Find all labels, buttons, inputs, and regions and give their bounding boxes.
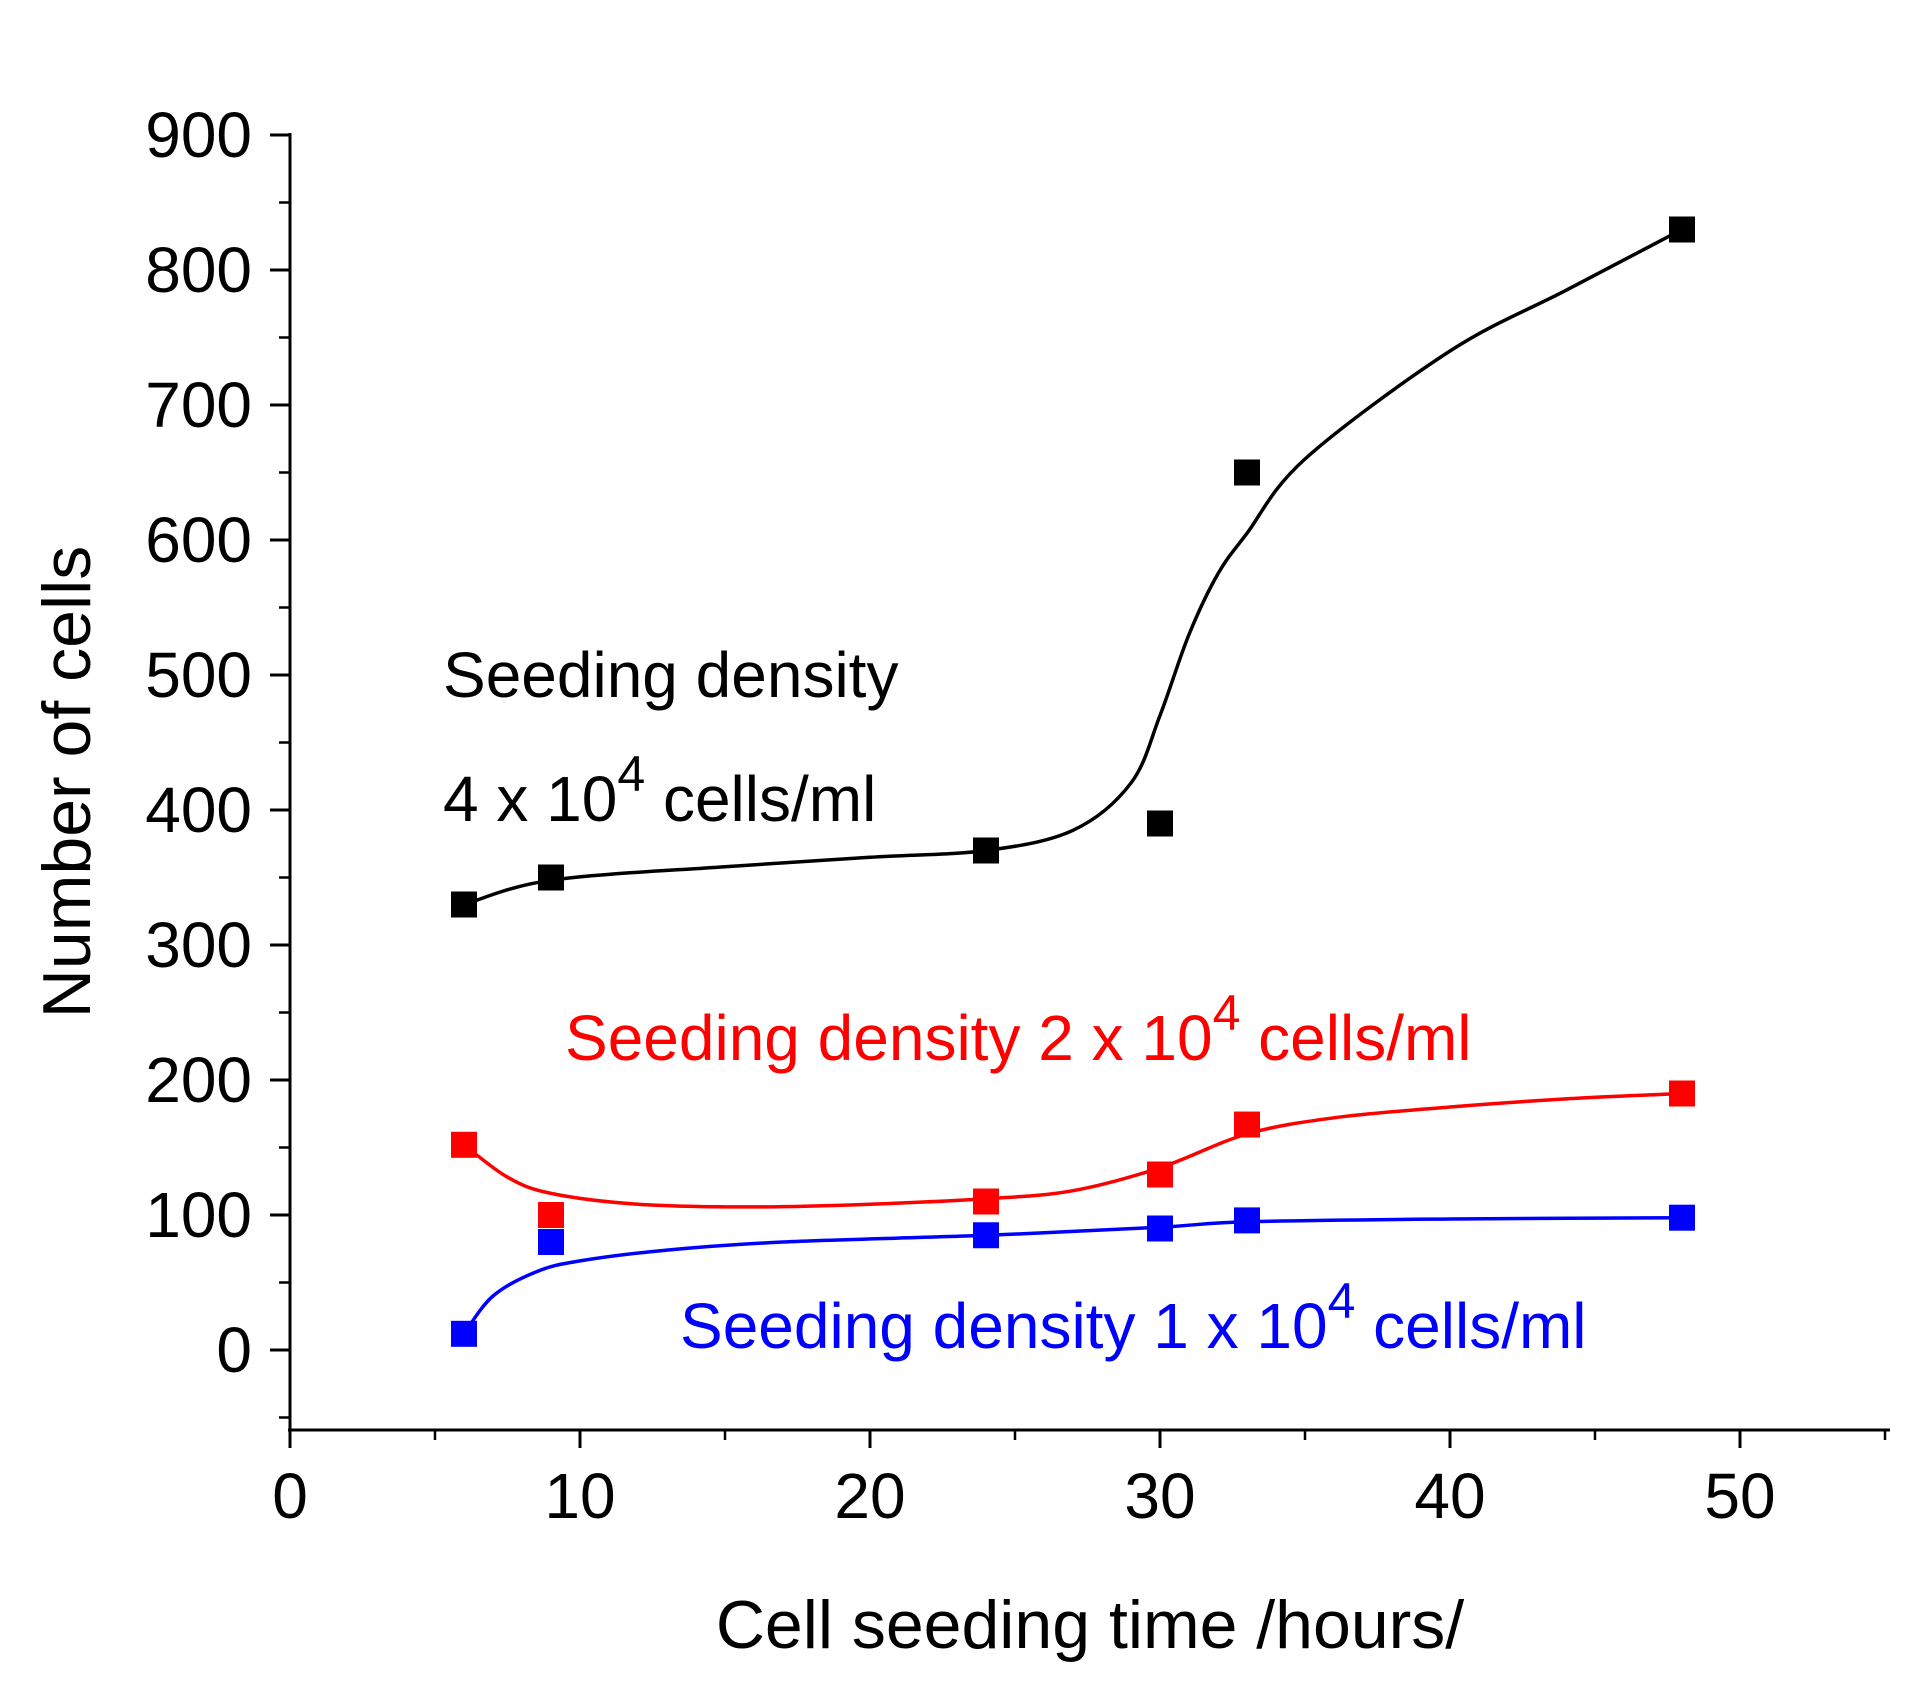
y-tick-label: 400 [145, 774, 252, 846]
annotation-black-exponent: 4 [617, 746, 645, 802]
x-tick-label: 40 [1414, 1460, 1485, 1532]
data-point-black [1234, 459, 1260, 486]
annotation-black-suffix: cells/ml [645, 763, 876, 835]
data-point-red [1234, 1111, 1260, 1138]
data-point-black [973, 837, 999, 864]
data-point-blue [451, 1320, 477, 1347]
x-tick-label: 0 [272, 1460, 308, 1532]
fit-curve-red [462, 1091, 1683, 1209]
data-point-red [1669, 1080, 1695, 1107]
y-tick-label: 500 [145, 639, 252, 711]
x-tick-label: 30 [1124, 1460, 1195, 1532]
y-tick-label: 600 [145, 504, 252, 576]
x-tick-label: 50 [1704, 1460, 1775, 1532]
data-point-red [451, 1131, 477, 1158]
y-axis-label: Number of cells [29, 546, 105, 1018]
y-tick-label: 0 [216, 1314, 252, 1386]
data-point-red [1147, 1161, 1173, 1188]
annotation-blue-exponent: 4 [1328, 1273, 1356, 1329]
x-tick-label: 10 [544, 1460, 615, 1532]
annotation-blue: Seeding density 1 x 104 cells/ml [680, 1273, 1587, 1362]
y-tick-label: 300 [145, 909, 252, 981]
y-tick-label: 200 [145, 1044, 252, 1116]
data-point-black [451, 891, 477, 918]
y-tick-label: 100 [145, 1179, 252, 1251]
annotation-black-prefix: 4 x 10 [443, 763, 617, 835]
x-axis-label: Cell seeding time /hours/ [716, 1587, 1464, 1663]
data-point-black [538, 864, 564, 891]
data-point-blue [1147, 1215, 1173, 1242]
data-point-blue [538, 1229, 564, 1255]
fit-curves [462, 227, 1683, 1335]
y-tick-label: 900 [145, 99, 252, 171]
data-point-black [1669, 216, 1695, 243]
annotation-red: Seeding density 2 x 104 cells/ml [565, 985, 1472, 1074]
data-points [451, 216, 1695, 1347]
fit-curve-black [463, 227, 1683, 907]
annotation-red-exponent: 4 [1213, 985, 1241, 1041]
x-tick-label: 20 [834, 1460, 905, 1532]
data-point-blue [973, 1222, 999, 1249]
data-point-red [973, 1188, 999, 1215]
data-point-red [538, 1202, 564, 1228]
data-point-blue [1669, 1204, 1695, 1231]
annotation-red-prefix: Seeding density 2 x 10 [565, 1002, 1213, 1074]
fit-curve-blue [462, 1215, 1683, 1335]
y-tick-label: 800 [145, 234, 252, 306]
annotation-blue-prefix: Seeding density 1 x 10 [680, 1290, 1328, 1362]
annotation-black-line2: 4 x 104 cells/ml [443, 746, 876, 835]
annotation-red-suffix: cells/ml [1240, 1002, 1471, 1074]
data-point-blue [1234, 1207, 1260, 1234]
annotation-black-line1: Seeding density [443, 639, 898, 711]
y-tick-label: 700 [145, 369, 252, 441]
data-point-black [1147, 810, 1173, 837]
annotation-blue-suffix: cells/ml [1355, 1290, 1586, 1362]
